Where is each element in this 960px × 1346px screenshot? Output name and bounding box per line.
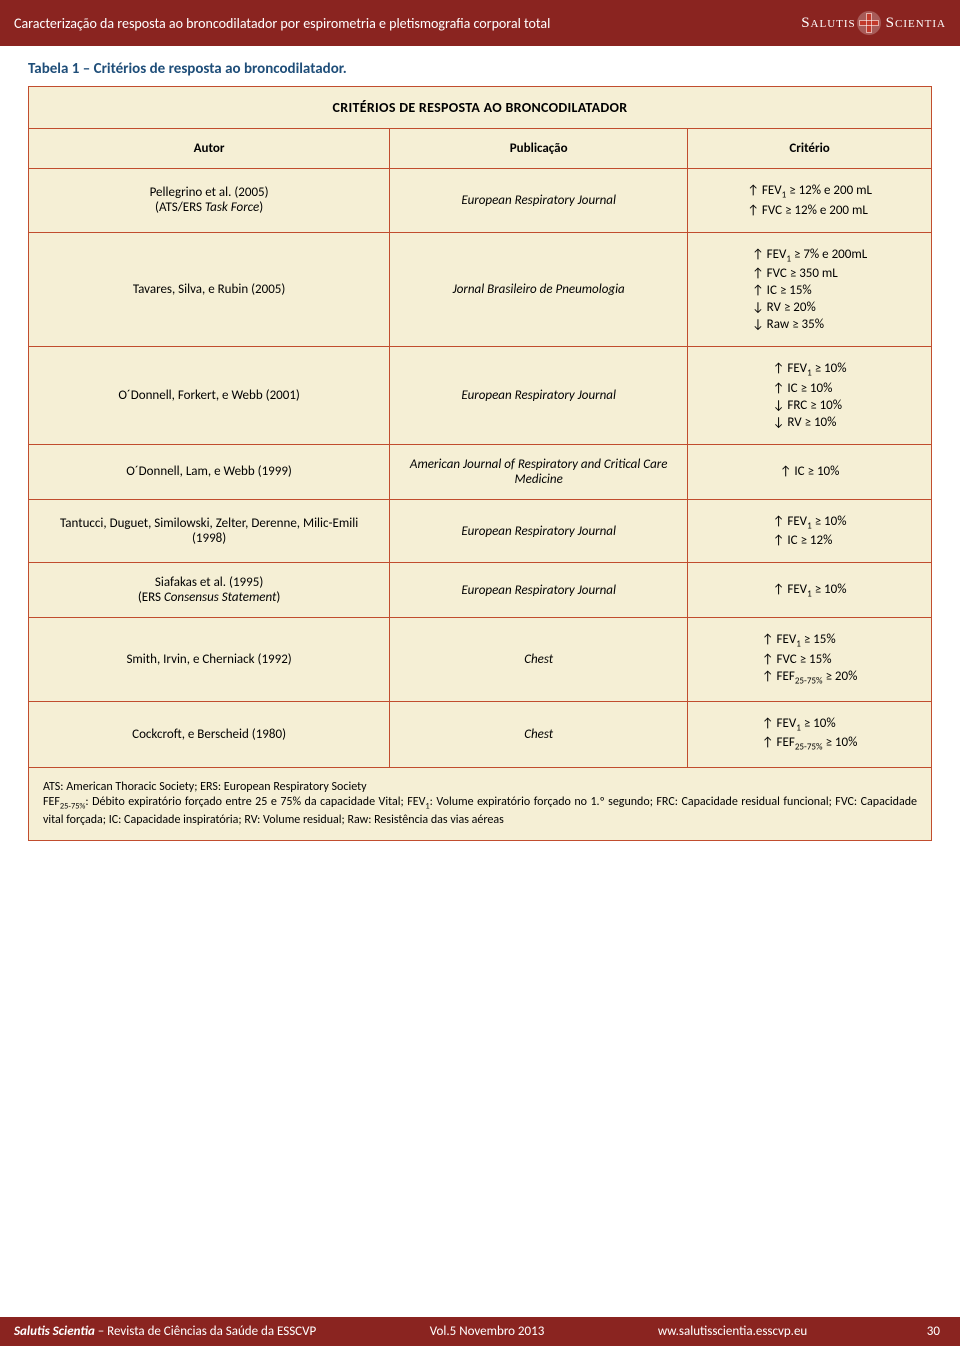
table-row: Pellegrino et al. (2005)(ATS/ERS Task Fo… xyxy=(29,169,932,233)
footer-issue: Vol.5 Novembro 2013 xyxy=(430,1324,545,1339)
table-row: Smith, Irvin, e Cherniack (1992)Chest↑ F… xyxy=(29,618,932,701)
page-footer: Salutis Scientia – Revista de Ciências d… xyxy=(0,1317,960,1346)
logo-text-right: Scientia xyxy=(886,15,946,32)
cross-icon xyxy=(856,10,882,36)
table-row: CRITÉRIOS DE RESPOSTA AO BRONCODILATADOR xyxy=(29,87,932,129)
logo-text-left: Salutis xyxy=(801,15,855,32)
brand-logo: Salutis Scientia xyxy=(797,8,946,38)
page-content: Tabela 1 – Critérios de resposta ao bron… xyxy=(0,46,960,901)
page-title: Caracterização da resposta ao broncodila… xyxy=(14,15,550,32)
table-row: O´Donnell, Forkert, e Webb (2001)Europea… xyxy=(29,347,932,445)
criteria-table: CRITÉRIOS DE RESPOSTA AO BRONCODILATADOR… xyxy=(28,86,932,841)
page-header: Caracterização da resposta ao broncodila… xyxy=(0,0,960,46)
table-row: Tantucci, Duguet, Similowski, Zelter, De… xyxy=(29,499,932,563)
footer-left: Salutis Scientia – Revista de Ciências d… xyxy=(14,1324,316,1339)
table-row: Siafakas et al. (1995)(ERS Consensus Sta… xyxy=(29,563,932,618)
footer-journal-desc: – Revista de Ciências da Saúde da ESSCVP xyxy=(95,1324,316,1339)
table-row: AutorPublicaçãoCritério xyxy=(29,129,932,169)
table-row: Cockcroft, e Berscheid (1980)Chest↑ FEV1… xyxy=(29,701,932,767)
table-footnote: ATS: American Thoracic Society; ERS: Eur… xyxy=(29,767,932,841)
table-caption: Tabela 1 – Critérios de resposta ao bron… xyxy=(28,60,932,78)
page-number: 30 xyxy=(921,1324,946,1339)
footer-url: ww.salutisscientia.esscvp.eu xyxy=(658,1324,807,1339)
footer-journal-name: Salutis Scientia xyxy=(14,1324,95,1339)
table-row: ATS: American Thoracic Society; ERS: Eur… xyxy=(29,767,932,841)
table-row: Tavares, Silva, e Rubin (2005)Jornal Bra… xyxy=(29,232,932,347)
table-row: O´Donnell, Lam, e Webb (1999)American Jo… xyxy=(29,444,932,499)
table-title-cell: CRITÉRIOS DE RESPOSTA AO BRONCODILATADOR xyxy=(29,87,932,129)
